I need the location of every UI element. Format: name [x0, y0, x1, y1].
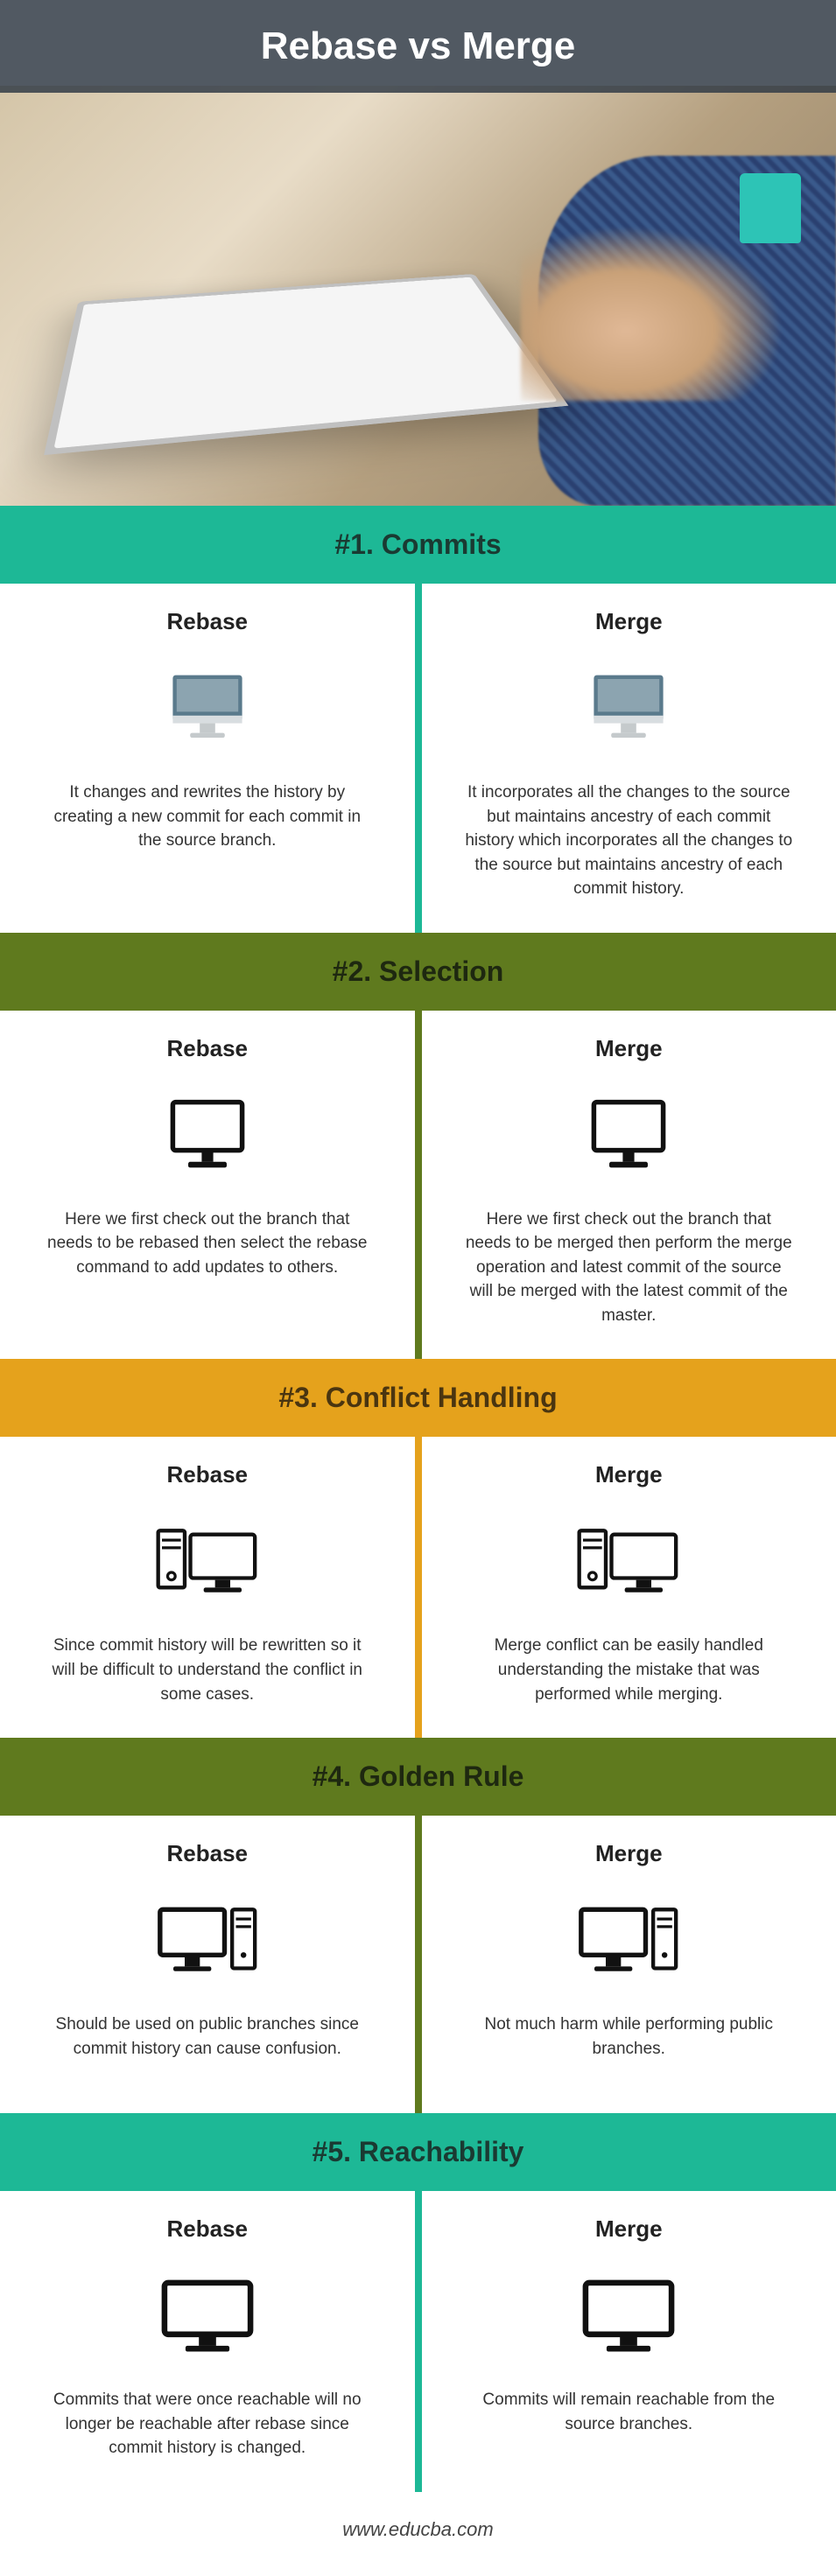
section-header-5: #5. Reachability: [0, 2113, 836, 2191]
merge-title: Merge: [457, 1461, 802, 1488]
merge-icon-wrap: [457, 1078, 802, 1192]
rebase-icon-wrap: [35, 1883, 380, 1997]
column-divider: [415, 1437, 422, 1738]
rebase-desc: Should be used on public branches since …: [41, 2012, 374, 2061]
rebase-desc: Here we first check out the branch that …: [41, 1208, 374, 1280]
section-header-3: #3. Conflict Handling: [0, 1359, 836, 1437]
column-divider: [415, 584, 422, 933]
rebase-title: Rebase: [35, 2216, 380, 2243]
rebase-desc: It changes and rewrites the history by c…: [41, 780, 374, 853]
wide-monitor-icon: [155, 2267, 260, 2363]
rebase-column: Rebase Commits that were once reachable …: [0, 2191, 415, 2492]
compare-row-5: Rebase Commits that were once reachable …: [0, 2191, 836, 2492]
server-monitor-icon: [572, 1513, 685, 1609]
merge-column: Merge It incorporates all the changes to…: [422, 584, 836, 933]
merge-desc: Commits will remain reachable from the s…: [462, 2388, 795, 2436]
merge-title: Merge: [457, 1035, 802, 1062]
merge-title: Merge: [457, 1840, 802, 1867]
section-header-2: #2. Selection: [0, 933, 836, 1011]
merge-column: Merge Not much harm while performing pub…: [422, 1816, 836, 2113]
merge-icon-wrap: [457, 1504, 802, 1618]
rebase-title: Rebase: [35, 1461, 380, 1488]
merge-desc: Not much harm while performing public br…: [462, 2012, 795, 2061]
rebase-icon-wrap: [35, 2258, 380, 2372]
merge-column: Merge Commits will remain reachable from…: [422, 2191, 836, 2492]
footer-url: www.educba.com: [0, 2492, 836, 2576]
section-header-1: #1. Commits: [0, 506, 836, 584]
monitor-icon: [580, 1087, 677, 1183]
merge-desc: It incorporates all the changes to the s…: [462, 780, 795, 901]
wide-monitor-icon: [576, 2267, 681, 2363]
rebase-title: Rebase: [35, 1840, 380, 1867]
merge-desc: Here we first check out the branch that …: [462, 1208, 795, 1328]
merge-column: Merge Merge conflict can be easily handl…: [422, 1437, 836, 1738]
column-divider: [415, 1011, 422, 1360]
rebase-column: Rebase Here we first check out the branc…: [0, 1011, 415, 1360]
imac-icon: [159, 660, 256, 756]
pc-tower-icon: [151, 1892, 264, 1988]
imac-icon: [580, 660, 677, 756]
pc-tower-icon: [572, 1892, 685, 1988]
page-title: Rebase vs Merge: [0, 0, 836, 93]
column-divider: [415, 1816, 422, 2113]
merge-icon-wrap: [457, 2258, 802, 2372]
merge-icon-wrap: [457, 651, 802, 765]
rebase-icon-wrap: [35, 651, 380, 765]
rebase-column: Rebase It changes and rewrites the histo…: [0, 584, 415, 933]
rebase-desc: Commits that were once reachable will no…: [41, 2388, 374, 2460]
compare-row-2: Rebase Here we first check out the branc…: [0, 1011, 836, 1360]
monitor-icon: [159, 1087, 256, 1183]
rebase-column: Rebase Since commit history will be rewr…: [0, 1437, 415, 1738]
merge-title: Merge: [457, 2216, 802, 2243]
hero-image: [0, 86, 836, 506]
compare-row-3: Rebase Since commit history will be rewr…: [0, 1437, 836, 1738]
rebase-column: Rebase Should be used on public branches…: [0, 1816, 415, 2113]
server-monitor-icon: [151, 1513, 264, 1609]
compare-row-1: Rebase It changes and rewrites the histo…: [0, 584, 836, 933]
merge-icon-wrap: [457, 1883, 802, 1997]
compare-row-4: Rebase Should be used on public branches…: [0, 1816, 836, 2113]
merge-column: Merge Here we first check out the branch…: [422, 1011, 836, 1360]
rebase-icon-wrap: [35, 1078, 380, 1192]
rebase-title: Rebase: [35, 1035, 380, 1062]
merge-title: Merge: [457, 608, 802, 635]
column-divider: [415, 2191, 422, 2492]
rebase-desc: Since commit history will be rewritten s…: [41, 1634, 374, 1706]
rebase-icon-wrap: [35, 1504, 380, 1618]
section-header-4: #4. Golden Rule: [0, 1738, 836, 1816]
rebase-title: Rebase: [35, 608, 380, 635]
merge-desc: Merge conflict can be easily handled und…: [462, 1634, 795, 1706]
